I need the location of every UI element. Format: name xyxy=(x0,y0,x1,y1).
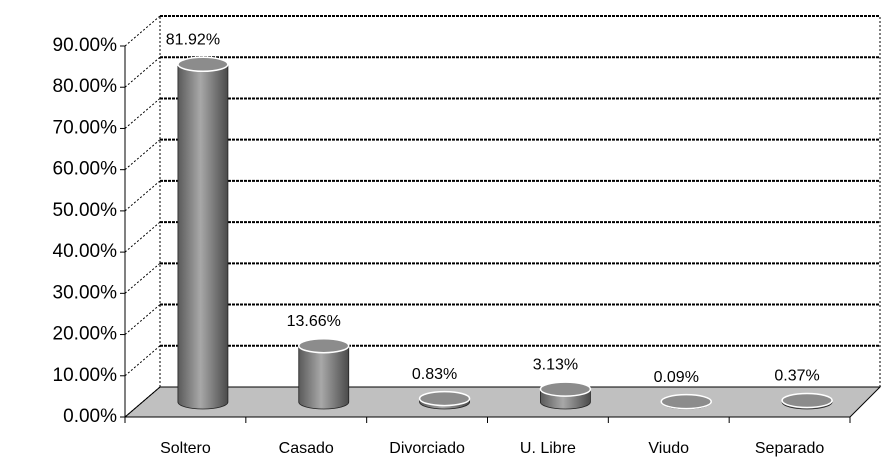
y-tick-label: 70.00% xyxy=(53,117,118,138)
bar xyxy=(781,392,833,410)
x-tick-label: Divorciado xyxy=(389,440,465,457)
x-tick-label: Soltero xyxy=(160,440,211,457)
y-tick-label: 0.00% xyxy=(63,406,117,427)
bar xyxy=(660,393,712,410)
depth-line xyxy=(124,15,161,47)
y-tick-label: 50.00% xyxy=(53,200,118,221)
value-label: 3.13% xyxy=(533,356,578,373)
x-tick-label: Separado xyxy=(755,440,824,457)
depth-line xyxy=(124,221,161,253)
y-tick-label: 10.00% xyxy=(53,365,118,386)
value-label: 81.92% xyxy=(166,32,220,49)
x-tick-label: Casado xyxy=(279,440,334,457)
bar xyxy=(298,337,350,410)
x-tick-label: U. Libre xyxy=(520,440,576,457)
depth-line xyxy=(124,56,161,88)
y-tick-label: 90.00% xyxy=(53,35,118,56)
depth-line xyxy=(124,345,161,377)
bar xyxy=(539,381,592,410)
value-label: 0.09% xyxy=(654,369,699,386)
floor xyxy=(123,386,882,418)
y-tick-label: 20.00% xyxy=(53,324,118,345)
x-tick-label: Viudo xyxy=(648,440,689,457)
depth-line xyxy=(124,98,161,129)
y-tick-label: 40.00% xyxy=(53,241,118,262)
y-tick-label: 30.00% xyxy=(53,282,118,303)
depth-line xyxy=(124,139,161,171)
depth-line xyxy=(124,262,161,294)
depth-line xyxy=(124,180,161,212)
y-tick-label: 60.00% xyxy=(53,159,118,180)
y-tick-label: 80.00% xyxy=(53,76,118,97)
bar xyxy=(177,56,229,410)
depth-line xyxy=(124,304,161,335)
value-label: 0.37% xyxy=(774,368,819,385)
value-label: 0.83% xyxy=(412,366,457,383)
value-label: 13.66% xyxy=(287,313,341,330)
bar xyxy=(418,390,471,410)
